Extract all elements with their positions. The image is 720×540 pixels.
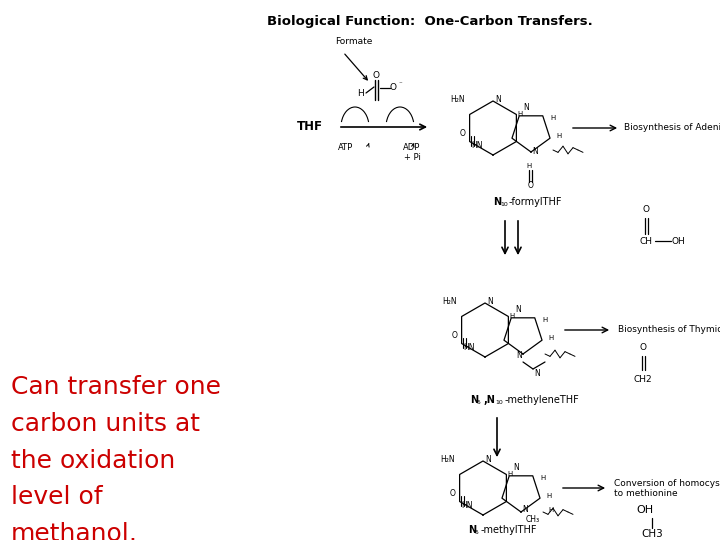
Text: -formylTHF: -formylTHF: [509, 197, 562, 207]
Text: H: H: [542, 317, 548, 323]
Text: H: H: [508, 471, 513, 477]
Text: 5: 5: [477, 400, 481, 404]
Text: methanol,: methanol,: [11, 522, 138, 540]
Text: O: O: [528, 181, 534, 191]
Text: Formate: Formate: [335, 37, 372, 46]
Text: 10: 10: [495, 400, 503, 404]
Text: H: H: [546, 493, 552, 499]
Text: + Pi: + Pi: [404, 153, 420, 163]
Text: THF: THF: [297, 120, 323, 133]
Text: OH: OH: [671, 237, 685, 246]
Text: H: H: [526, 163, 531, 169]
Text: Biosynthesis of Adenine and Guanine: Biosynthesis of Adenine and Guanine: [624, 124, 720, 132]
Text: -methyleneTHF: -methyleneTHF: [505, 395, 580, 405]
Text: N: N: [515, 306, 521, 314]
Text: H: H: [356, 89, 364, 98]
Text: O: O: [460, 129, 466, 138]
Text: ADP: ADP: [403, 144, 420, 152]
Text: O: O: [390, 84, 397, 92]
Text: Biosynthesis of Thymidine: Biosynthesis of Thymidine: [618, 326, 720, 334]
Text: N: N: [468, 525, 476, 535]
Text: OH: OH: [636, 505, 654, 515]
Text: N: N: [513, 463, 519, 472]
Text: N: N: [495, 96, 501, 105]
Text: carbon units at: carbon units at: [11, 412, 200, 436]
Text: O: O: [642, 206, 649, 214]
Text: N: N: [493, 197, 501, 207]
Text: level of: level of: [11, 485, 102, 509]
Text: N: N: [485, 456, 491, 464]
Text: H₂N: H₂N: [442, 298, 457, 307]
Text: H₂N: H₂N: [451, 96, 465, 105]
Text: O: O: [372, 71, 379, 79]
Text: O: O: [450, 489, 456, 497]
Text: ,N: ,N: [483, 395, 495, 405]
Text: Conversion of homocysteine: Conversion of homocysteine: [614, 478, 720, 488]
Text: -methylTHF: -methylTHF: [481, 525, 538, 535]
Text: the oxidation: the oxidation: [11, 449, 175, 472]
Text: H: H: [541, 475, 546, 481]
Text: ATP: ATP: [338, 144, 354, 152]
Text: N: N: [522, 505, 528, 515]
Text: H: H: [550, 115, 556, 121]
Text: Can transfer one: Can transfer one: [11, 375, 221, 399]
Text: N: N: [470, 395, 478, 405]
Text: N: N: [516, 352, 522, 361]
Text: CH2: CH2: [634, 375, 652, 383]
Text: H₂N: H₂N: [441, 456, 455, 464]
Text: H: H: [549, 507, 554, 513]
Text: N: N: [534, 369, 540, 379]
Text: N: N: [523, 104, 529, 112]
Text: ⁻: ⁻: [398, 81, 402, 87]
Text: to methionine: to methionine: [614, 489, 678, 498]
Text: CH: CH: [639, 237, 652, 246]
Text: O: O: [452, 330, 458, 340]
Text: Biological Function:  One-Carbon Transfers.: Biological Function: One-Carbon Transfer…: [267, 15, 593, 28]
Text: N: N: [532, 147, 538, 157]
Text: CH3: CH3: [641, 529, 663, 539]
Text: HN: HN: [464, 343, 475, 353]
Text: 10: 10: [500, 201, 508, 206]
Text: 5: 5: [475, 530, 479, 535]
Text: H: H: [557, 133, 562, 139]
Text: CH₃: CH₃: [526, 516, 540, 524]
Text: HN: HN: [462, 502, 473, 510]
Text: HN: HN: [472, 141, 483, 151]
Text: H: H: [509, 313, 515, 319]
Text: H: H: [549, 335, 554, 341]
Text: O: O: [639, 343, 647, 353]
Text: H: H: [518, 111, 523, 117]
Text: N: N: [487, 298, 493, 307]
